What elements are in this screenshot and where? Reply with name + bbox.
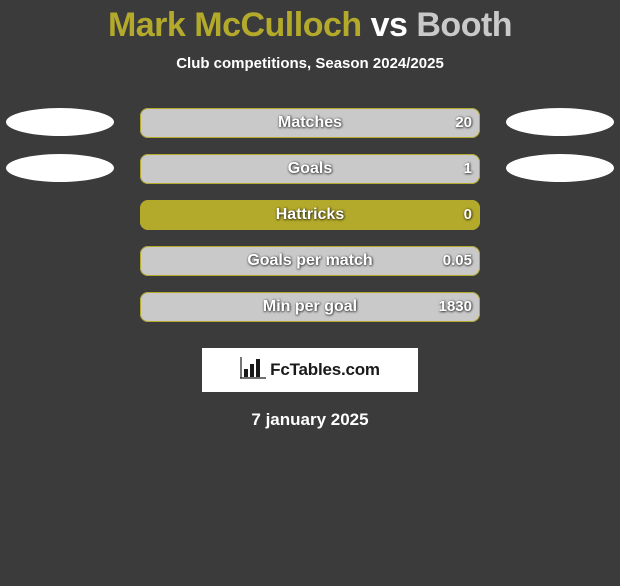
bar-track [140, 292, 480, 322]
player-right-avatar-placeholder [506, 108, 614, 136]
stat-row: Matches20 [0, 108, 620, 138]
bar-left [140, 200, 480, 230]
stat-row: Min per goal1830 [0, 292, 620, 322]
stat-row: Goals1 [0, 154, 620, 184]
title-vs: vs [362, 6, 417, 44]
stat-rows: Matches20 Goals1 Hattricks0 Goals per match… [0, 108, 620, 322]
subtitle: Club competitions, Season 2024/2025 [0, 55, 620, 72]
player-right-name: Booth [416, 6, 512, 44]
bar-chart-icon [240, 357, 266, 384]
bar-right [140, 246, 480, 276]
player-right-avatar-placeholder [506, 154, 614, 182]
badge-text: FcTables.com [270, 360, 380, 380]
bar-track [140, 154, 480, 184]
player-left-avatar-placeholder [6, 154, 114, 182]
bar-right [140, 108, 480, 138]
stat-row: Hattricks0 [0, 200, 620, 230]
fctables-badge: FcTables.com [202, 348, 418, 392]
bar-right [140, 154, 480, 184]
player-left-name: Mark McCulloch [108, 6, 362, 44]
bar-right [140, 292, 480, 322]
comparison-title: Mark McCulloch vs Booth [0, 6, 620, 45]
bar-track [140, 246, 480, 276]
stat-row: Goals per match0.05 [0, 246, 620, 276]
snapshot-date: 7 january 2025 [0, 410, 620, 430]
bar-track [140, 200, 480, 230]
player-left-avatar-placeholder [6, 108, 114, 136]
bar-track [140, 108, 480, 138]
